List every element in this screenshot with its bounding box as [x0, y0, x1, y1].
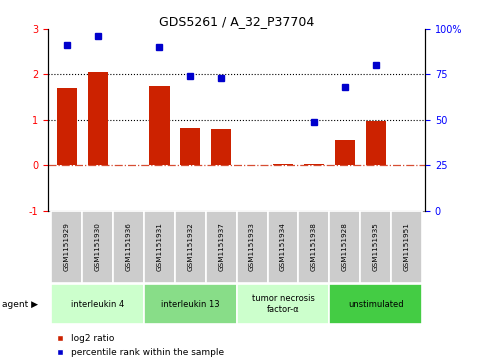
Bar — [329, 284, 422, 324]
Bar — [88, 72, 108, 165]
Text: GSM1151938: GSM1151938 — [311, 223, 317, 271]
Text: GSM1151936: GSM1151936 — [126, 223, 131, 271]
Text: unstimulated: unstimulated — [348, 299, 403, 309]
Bar — [360, 211, 391, 283]
Text: interleukin 4: interleukin 4 — [71, 299, 124, 309]
Text: GSM1151930: GSM1151930 — [95, 223, 101, 271]
Bar — [273, 164, 293, 165]
Text: agent ▶: agent ▶ — [2, 299, 39, 309]
Bar — [268, 211, 298, 283]
Bar — [211, 129, 231, 165]
Bar — [335, 140, 355, 165]
Bar — [149, 86, 170, 165]
Bar — [298, 211, 329, 283]
Text: GSM1151937: GSM1151937 — [218, 223, 224, 271]
Text: GSM1151934: GSM1151934 — [280, 223, 286, 271]
Bar — [144, 211, 175, 283]
Bar — [391, 211, 422, 283]
Text: tumor necrosis
factor-α: tumor necrosis factor-α — [252, 294, 314, 314]
Bar — [237, 211, 268, 283]
Bar — [304, 164, 324, 165]
Bar — [51, 211, 82, 283]
Bar — [113, 211, 144, 283]
Text: GSM1151951: GSM1151951 — [403, 223, 410, 271]
Bar — [237, 284, 329, 324]
Bar — [82, 211, 113, 283]
Text: GSM1151928: GSM1151928 — [342, 223, 348, 271]
Text: GSM1151932: GSM1151932 — [187, 223, 193, 271]
Bar — [366, 121, 385, 165]
Text: GSM1151931: GSM1151931 — [156, 223, 162, 271]
Text: GSM1151935: GSM1151935 — [372, 223, 379, 271]
Bar — [51, 284, 144, 324]
Bar — [175, 211, 206, 283]
Bar — [180, 128, 200, 165]
Bar — [57, 88, 77, 165]
Text: GSM1151929: GSM1151929 — [64, 223, 70, 271]
Title: GDS5261 / A_32_P37704: GDS5261 / A_32_P37704 — [159, 15, 314, 28]
Bar — [329, 211, 360, 283]
Bar — [144, 284, 237, 324]
Text: GSM1151933: GSM1151933 — [249, 223, 255, 271]
Legend: log2 ratio, percentile rank within the sample: log2 ratio, percentile rank within the s… — [53, 331, 227, 360]
Bar — [206, 211, 237, 283]
Text: interleukin 13: interleukin 13 — [161, 299, 220, 309]
